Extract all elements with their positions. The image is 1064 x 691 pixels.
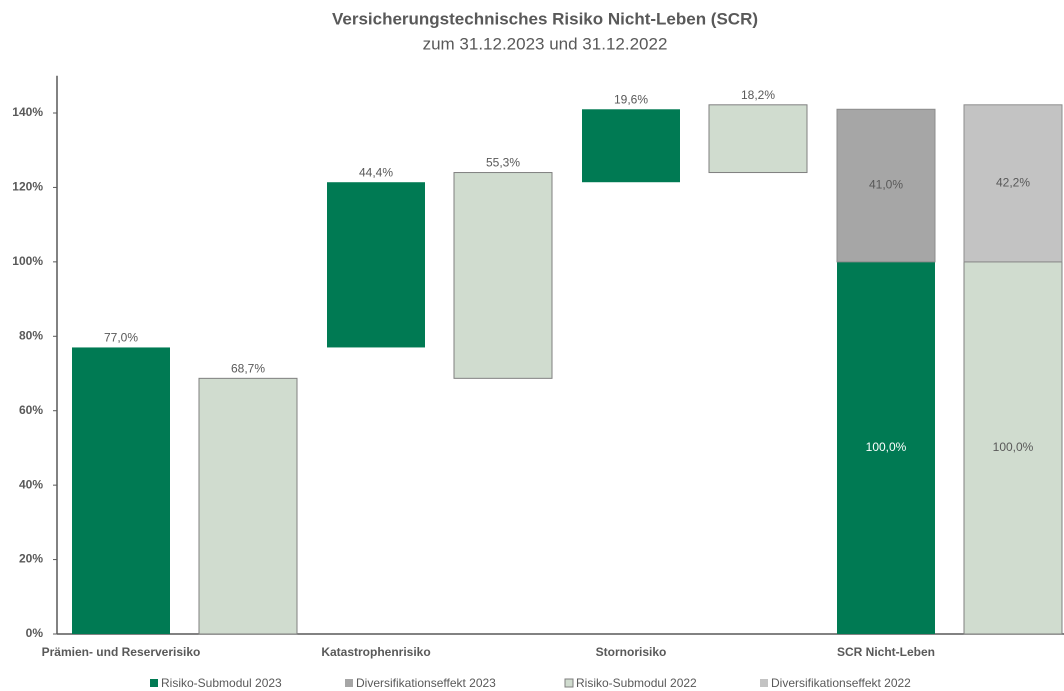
data-label: 18,2% <box>741 88 775 102</box>
bar <box>836 108 936 263</box>
bar <box>327 182 425 348</box>
legend-label: Risiko-Submodul 2022 <box>576 676 697 690</box>
x-tick-label: SCR Nicht-Leben <box>837 645 935 659</box>
x-tick-label: Stornorisiko <box>596 645 667 659</box>
legend-label: Diversifikationseffekt 2022 <box>771 676 911 690</box>
legend-label: Risiko-Submodul 2023 <box>161 676 282 690</box>
y-tick-label: 60% <box>19 403 43 417</box>
data-label: 55,3% <box>486 156 520 170</box>
y-tick-label: 0% <box>26 626 44 640</box>
y-tick-label: 100% <box>12 254 43 268</box>
legend-swatch <box>760 679 768 687</box>
y-tick-label: 40% <box>19 477 43 491</box>
y-tick-label: 20% <box>19 552 43 566</box>
y-tick-label: 120% <box>12 180 43 194</box>
data-label: 100,0% <box>866 440 907 454</box>
data-label: 100,0% <box>993 440 1034 454</box>
data-label: 41,0% <box>869 178 903 192</box>
data-label: 19,6% <box>614 92 648 106</box>
chart-title: Versicherungstechnisches Risiko Nicht-Le… <box>332 9 758 28</box>
chart-subtitle: zum 31.12.2023 und 31.12.2022 <box>423 34 668 53</box>
data-label: 77,0% <box>104 331 138 345</box>
y-tick-label: 80% <box>19 328 43 342</box>
bar <box>582 109 680 183</box>
bar <box>453 172 553 379</box>
bar <box>963 261 1063 635</box>
bar <box>72 347 170 634</box>
legend-label: Diversifikationseffekt 2023 <box>356 676 496 690</box>
bar <box>198 377 298 635</box>
bar <box>837 261 935 634</box>
bar <box>708 104 808 174</box>
legend-swatch <box>345 679 353 687</box>
x-tick-label: Prämien- und Reserverisiko <box>42 645 201 659</box>
x-tick-label: Katastrophenrisiko <box>321 645 430 659</box>
data-label: 42,2% <box>996 176 1030 190</box>
legend-swatch <box>150 679 158 687</box>
data-label: 44,4% <box>359 165 393 179</box>
legend-swatch <box>564 678 574 688</box>
y-tick-label: 140% <box>12 105 43 119</box>
bar <box>963 104 1063 263</box>
data-label: 68,7% <box>231 362 265 376</box>
